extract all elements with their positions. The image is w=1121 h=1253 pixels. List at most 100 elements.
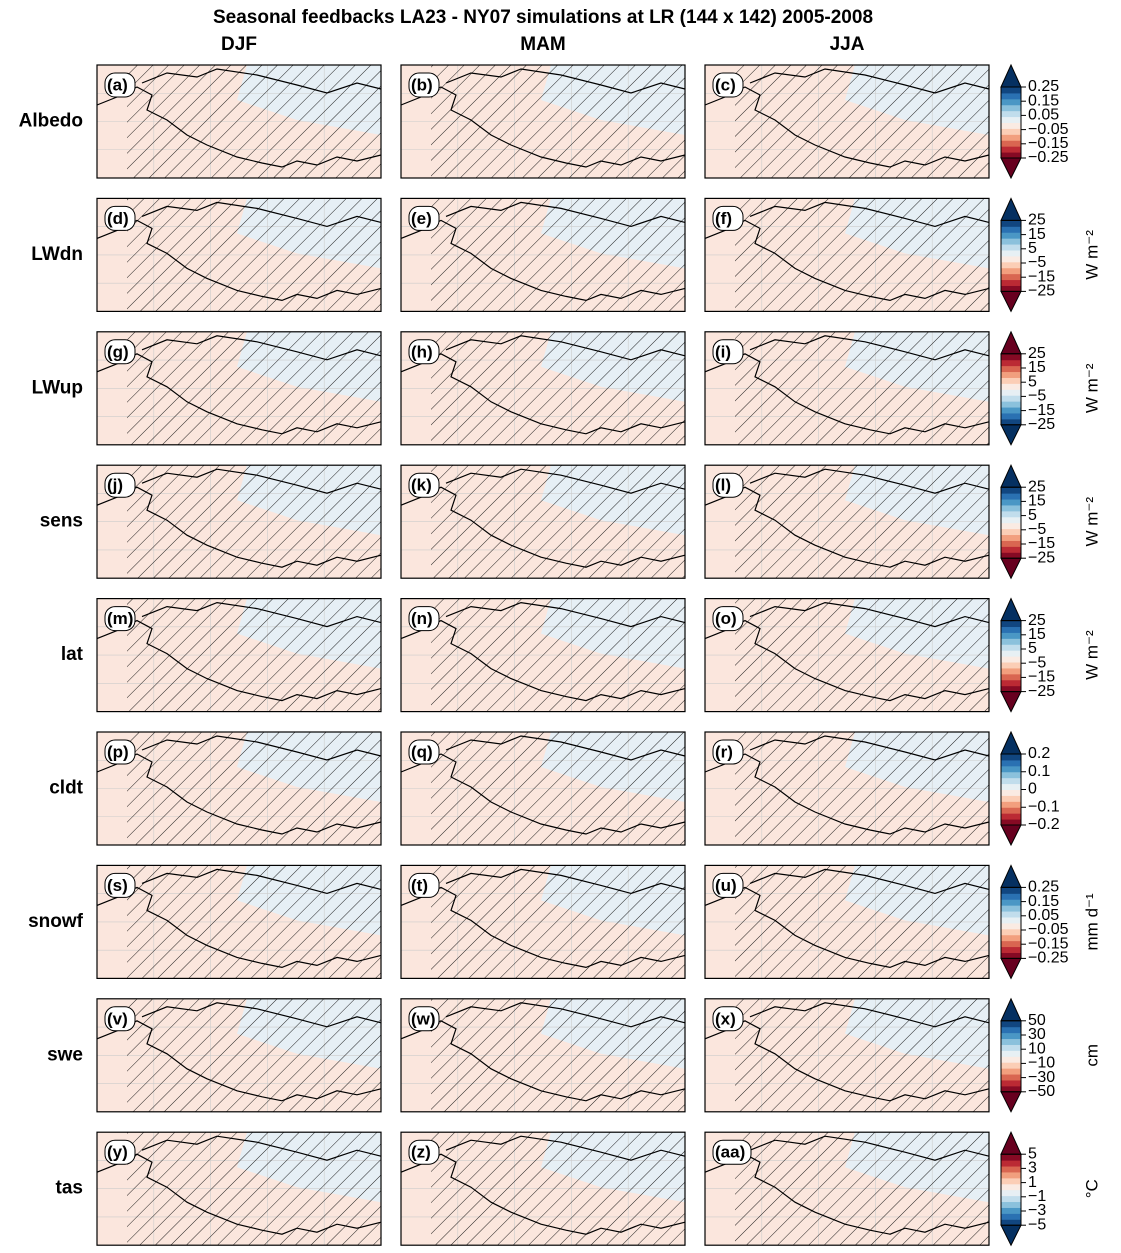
map-frame [400, 464, 686, 579]
panel-label: (v) [107, 1009, 128, 1028]
colorbar-tick-label: 0.05 [1028, 107, 1059, 124]
colorbar-band [1001, 226, 1021, 233]
panel-label-box [712, 72, 744, 98]
colorbar-extend [1000, 290, 1022, 313]
map-panel: (p) [96, 731, 382, 846]
colorbar-band [1001, 673, 1021, 681]
colorbar-band [1001, 916, 1021, 924]
colorbar-tick-label: −0.05 [1028, 121, 1069, 138]
panel-label-box [712, 339, 744, 365]
colorbar-frame [1000, 219, 1022, 292]
boundary [749, 1135, 990, 1161]
boundary [96, 619, 382, 702]
colorbar-tick-label: 25 [1028, 345, 1046, 362]
colorbar-band [1001, 552, 1021, 559]
map-frame [96, 998, 382, 1113]
colorbar-band [1001, 353, 1021, 361]
colorbar-band [1001, 279, 1021, 286]
boundary [704, 886, 990, 969]
colorbar-band [1001, 789, 1021, 796]
panel-label: (u) [715, 876, 737, 895]
colorbar-band [1001, 140, 1021, 147]
colorbar-tick-label: 10 [1028, 1040, 1046, 1057]
colorbar-extend [1000, 824, 1022, 847]
colorbar-band [1001, 255, 1021, 263]
colorbar-band [1001, 934, 1021, 942]
boundary [141, 1135, 382, 1161]
colorbar-band [1001, 783, 1021, 790]
colorbar-tick-label: 25 [1028, 612, 1046, 629]
colorbar-tick-label: −0.15 [1028, 935, 1069, 952]
boundary [96, 486, 382, 568]
colorbar-band [1001, 401, 1021, 408]
colorbar-band [1001, 1183, 1021, 1191]
colorbar-band [1001, 1154, 1021, 1161]
boundary [96, 86, 382, 168]
boundary [749, 335, 990, 361]
panel-label: (t) [411, 876, 428, 895]
colorbar-tick-label: 5 [1028, 640, 1037, 657]
panel-label: (i) [715, 342, 731, 361]
map-frame [704, 1131, 990, 1246]
colorbar-tick-label: 0.25 [1028, 78, 1059, 95]
map-panel: (j) [96, 464, 382, 579]
colorbar-band [1001, 795, 1021, 802]
colorbar-tick-label: 0.15 [1028, 893, 1059, 910]
colorbar-band [1001, 273, 1021, 281]
map-frame [400, 1131, 686, 1246]
colorbar-tick-label: −0.2 [1028, 816, 1060, 833]
boundary [704, 619, 990, 702]
colorbar-unit: W m⁻² [1082, 630, 1101, 680]
colorbar-extend [1000, 157, 1022, 180]
map-frame [400, 331, 686, 446]
map-panel: (z) [400, 1131, 686, 1246]
map-panel: (e) [400, 197, 686, 312]
boundary [749, 68, 990, 94]
panel-label-box [712, 1139, 752, 1165]
colorbar-band [1001, 1068, 1021, 1075]
boundary [445, 468, 686, 494]
map-frame [400, 731, 686, 846]
colorbar-extend [1000, 424, 1022, 446]
boundary [141, 735, 382, 761]
colorbar-band [1001, 267, 1021, 275]
panel-label-box [408, 472, 440, 498]
map-panel: (t) [400, 864, 686, 980]
boundary [400, 886, 686, 969]
map-frame [704, 864, 990, 980]
map-frame [96, 1131, 382, 1246]
boundary [704, 753, 990, 835]
colorbar-band [1001, 365, 1021, 373]
colorbar-extend [1000, 957, 1022, 980]
row-label: LWup [32, 377, 83, 398]
colorbar-band [1001, 685, 1021, 693]
boundary [749, 868, 990, 895]
colorbar-band [1001, 493, 1021, 500]
colorbar-tick-label: −25 [1028, 683, 1055, 700]
colorbar-tick-label: −3 [1028, 1202, 1046, 1219]
colorbar-band [1001, 759, 1021, 767]
colorbar-tick-label: −25 [1028, 416, 1055, 433]
boundary [141, 201, 382, 228]
map-frame [96, 64, 382, 179]
panel-label-box [408, 1139, 440, 1165]
colorbar-tick-label: 15 [1028, 359, 1046, 376]
map-frame [400, 197, 686, 312]
panel-label: (c) [715, 75, 736, 94]
colorbar-band [1001, 504, 1021, 512]
row-label: cldt [49, 778, 83, 799]
colorbar-band [1001, 418, 1021, 426]
panel-label: (a) [107, 75, 128, 94]
panel-label-box [104, 1139, 136, 1165]
colorbar-frame [1000, 86, 1022, 159]
panel-label-box [712, 872, 744, 898]
map-frame [704, 464, 990, 579]
panel-label-box [104, 339, 136, 365]
colorbar-band [1001, 1171, 1021, 1179]
colorbar-band [1001, 122, 1021, 129]
panel-label-box [408, 72, 440, 98]
row-label: snowf [28, 911, 84, 932]
colorbar-tick-label: −25 [1028, 549, 1055, 566]
colorbar-tick-label: 5 [1028, 240, 1037, 257]
colorbar-band [1001, 1062, 1021, 1069]
